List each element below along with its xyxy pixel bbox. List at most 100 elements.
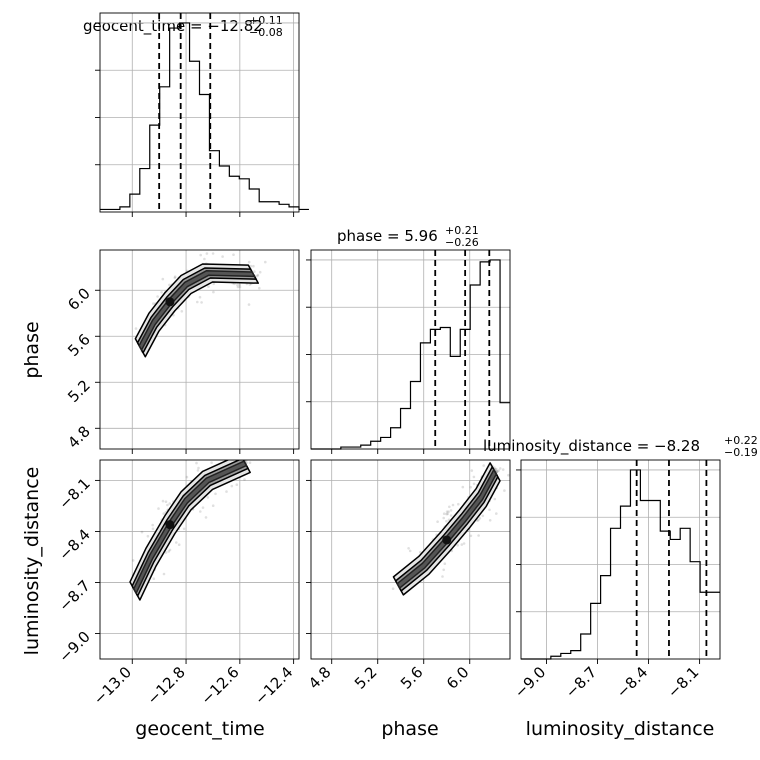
sample-point: [182, 527, 186, 531]
sample-point: [449, 509, 453, 512]
sample-point: [478, 517, 482, 520]
sample-point: [156, 295, 159, 298]
ytick-label: 5.2: [64, 376, 94, 406]
xtick-label: 4.8: [305, 663, 335, 693]
sample-point: [131, 559, 135, 562]
ytick-label: 4.8: [64, 422, 94, 452]
sample-point: [211, 504, 215, 508]
sample-point: [476, 519, 479, 522]
xtick-label: −12.4: [251, 663, 296, 708]
sample-point: [470, 469, 474, 472]
sample-point: [225, 490, 228, 493]
sample-point: [258, 270, 262, 274]
sample-point: [175, 541, 178, 544]
ytick-label: 6.0: [64, 284, 94, 314]
contour: [131, 460, 249, 597]
sample-point: [243, 478, 246, 481]
sample-point: [161, 277, 165, 281]
ytick-label: −8.4: [55, 526, 93, 564]
sample-point: [252, 264, 255, 268]
xtick-label: −8.7: [562, 663, 600, 701]
sample-point: [230, 484, 234, 488]
sample-point: [251, 454, 254, 457]
sample-point: [198, 295, 202, 299]
sample-point: [238, 285, 242, 289]
xtick-label: −13.0: [90, 663, 135, 708]
sample-point: [241, 452, 244, 455]
sample-point: [157, 507, 160, 510]
sample-point: [469, 485, 473, 489]
frame: [99, 459, 300, 660]
xlabel-phase: phase: [381, 718, 438, 740]
sample-point: [442, 512, 446, 515]
sample-point: [205, 252, 209, 255]
sample-point: [391, 587, 395, 590]
sample-point: [255, 274, 259, 278]
sample-point: [173, 276, 177, 280]
sample-point: [152, 577, 156, 580]
sample-point: [469, 534, 473, 538]
sample-point: [258, 286, 261, 290]
sample-point: [481, 514, 485, 518]
sample-point: [203, 257, 206, 261]
sample-point: [447, 510, 450, 513]
peak-marker: [165, 520, 175, 530]
xtick-label: 5.6: [397, 663, 427, 693]
title-phase-plus: +0.21: [445, 224, 479, 237]
sample-point: [212, 290, 215, 294]
sample-point: [238, 455, 241, 458]
peak-marker: [165, 297, 175, 307]
sample-point: [407, 547, 410, 550]
sample-point: [166, 503, 169, 507]
sample-point: [201, 506, 205, 510]
xlabel-geocent-time: geocent_time: [135, 718, 264, 740]
sample-point: [196, 300, 199, 304]
sample-point: [177, 543, 181, 546]
title-geocent-time-minus: −0.08: [249, 26, 283, 39]
ylabel-phase: phase: [21, 321, 43, 378]
sample-point: [264, 260, 267, 264]
sample-point: [249, 264, 253, 268]
sample-point: [244, 456, 247, 459]
sample-point: [196, 469, 200, 472]
title-phase: phase = 5.96: [337, 227, 438, 245]
ytick-label: 5.6: [64, 330, 94, 360]
sample-point: [503, 489, 506, 492]
sample-point: [408, 549, 412, 553]
sample-point: [456, 544, 460, 547]
sample-point: [256, 273, 260, 277]
sample-point: [221, 255, 224, 258]
sample-point: [451, 503, 455, 507]
sample-point: [232, 253, 235, 256]
sample-point: [151, 523, 154, 527]
sample-point: [146, 534, 150, 538]
title-luminosity-distance-minus: −0.19: [724, 446, 758, 459]
sample-point: [214, 492, 217, 496]
hist-panel-luminosity_distance: [516, 459, 721, 660]
xtick-label: −9.0: [511, 663, 549, 701]
sample-point: [168, 283, 171, 287]
xtick-label: 5.2: [351, 663, 381, 693]
frame-phase: [310, 249, 511, 450]
sample-point: [448, 505, 451, 509]
title-luminosity-distance: luminosity_distance = −8.28: [483, 437, 700, 456]
hist-geocent_time: [100, 22, 309, 211]
panel-geocent_time-vs-luminosity_distance: [99, 452, 300, 660]
sample-point: [248, 461, 252, 465]
sample-point: [161, 499, 165, 503]
sample-point: [247, 260, 251, 264]
sample-point: [197, 466, 200, 470]
sample-point: [443, 562, 447, 565]
hist-phase: [311, 259, 510, 450]
sample-point: [212, 282, 215, 286]
title-geocent-time-plus: +0.11: [249, 14, 283, 27]
sample-point: [442, 568, 446, 572]
sample-point: [442, 516, 446, 520]
xtick-label: −12.6: [197, 663, 242, 708]
title-luminosity-distance-plus: +0.22: [724, 434, 758, 447]
xtick-label: −8.4: [613, 663, 651, 701]
hist-luminosity_distance: [521, 469, 720, 660]
hist-panel-geocent_time: [95, 12, 309, 213]
sample-point: [185, 475, 189, 479]
